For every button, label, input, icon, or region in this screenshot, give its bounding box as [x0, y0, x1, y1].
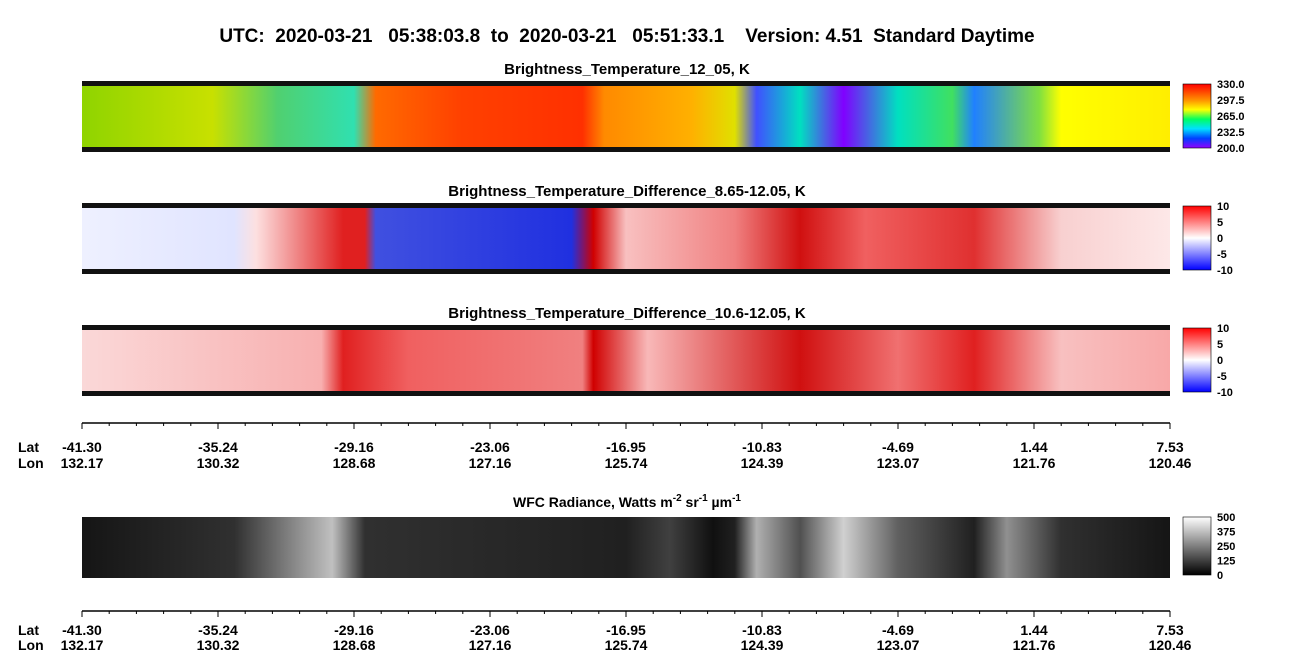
lat-value: -4.69 — [882, 439, 914, 455]
colorbar-label: -5 — [1217, 371, 1227, 383]
colorbar-label: 265.0 — [1217, 111, 1245, 123]
lon-value: 128.68 — [333, 455, 376, 471]
lat-value: 7.53 — [1156, 439, 1183, 455]
strip-border — [82, 81, 1170, 86]
lat-value: -10.83 — [742, 439, 782, 455]
lat-value: -23.06 — [470, 439, 510, 455]
lat-value: -35.24 — [198, 622, 238, 638]
lat-value: -23.06 — [470, 622, 510, 638]
lat-value: 1.44 — [1020, 622, 1047, 638]
lat-value: -35.24 — [198, 439, 238, 455]
lon-value: 123.07 — [877, 637, 920, 653]
lon-value: 130.32 — [197, 455, 240, 471]
colorbar-label: 330.0 — [1217, 79, 1245, 91]
lon-value: 125.74 — [605, 455, 648, 471]
colorbar-label: -5 — [1217, 249, 1227, 261]
lon-value: 121.76 — [1013, 455, 1056, 471]
lat-value: -16.95 — [606, 622, 646, 638]
lon-value: 127.16 — [469, 455, 512, 471]
colorbar-label: 10 — [1217, 323, 1229, 335]
lon-value: 120.46 — [1149, 455, 1192, 471]
lon-value: 120.46 — [1149, 637, 1192, 653]
colorbar-label: 125 — [1217, 556, 1235, 568]
lat-value: -4.69 — [882, 622, 914, 638]
title: UTC: 2020-03-21 05:38:03.8 to 2020-03-21… — [219, 26, 1034, 47]
strip-border — [82, 147, 1170, 152]
lon-value: 132.17 — [61, 455, 104, 471]
lat-label: Lat — [18, 439, 39, 455]
strip-border — [82, 391, 1170, 396]
image-strip — [82, 517, 1170, 578]
strip-border — [82, 269, 1170, 274]
title-part: WFC Radiance, Watts m — [513, 494, 673, 510]
colorbar-label: 232.5 — [1217, 127, 1245, 139]
colorbar-label: 250 — [1217, 541, 1235, 553]
colorbar-label: 0 — [1217, 355, 1223, 367]
colorbar-label: 375 — [1217, 527, 1235, 539]
strip-border — [82, 203, 1170, 208]
title-part: sr — [682, 494, 700, 510]
colorbar-label: -10 — [1217, 265, 1233, 277]
image-strip — [82, 206, 1170, 272]
colorbar-label: 10 — [1217, 201, 1229, 213]
colorbar-label: 297.5 — [1217, 95, 1245, 107]
lat-value: -29.16 — [334, 439, 374, 455]
superscript: -2 — [673, 493, 682, 504]
colorbar-label: 200.0 — [1217, 143, 1245, 155]
lon-value: 125.74 — [605, 637, 648, 653]
title-part: µm — [708, 494, 732, 510]
panel-title: Brightness_Temperature_Difference_10.6-1… — [448, 305, 806, 322]
colorbar-label: -10 — [1217, 387, 1233, 399]
lon-value: 123.07 — [877, 455, 920, 471]
image-strip — [82, 84, 1170, 150]
colorbar-label: 5 — [1217, 339, 1223, 351]
lon-value: 124.39 — [741, 455, 784, 471]
lon-label: Lon — [18, 637, 44, 653]
image-strip — [82, 328, 1170, 394]
panel-title: Brightness_Temperature_Difference_8.65-1… — [448, 183, 806, 200]
colorbar — [1182, 205, 1212, 271]
strip-border — [82, 325, 1170, 330]
lat-value: 1.44 — [1020, 439, 1047, 455]
lat-value: -41.30 — [62, 439, 102, 455]
colorbar — [1182, 327, 1212, 393]
colorbar-label: 0 — [1217, 233, 1223, 245]
lat-value: 7.53 — [1156, 622, 1183, 638]
lat-value: -10.83 — [742, 622, 782, 638]
lon-value: 130.32 — [197, 637, 240, 653]
lon-label: Lon — [18, 455, 44, 471]
colorbar — [1182, 83, 1212, 149]
colorbar-label: 5 — [1217, 217, 1223, 229]
lon-value: 127.16 — [469, 637, 512, 653]
lon-value: 121.76 — [1013, 637, 1056, 653]
lat-value: -29.16 — [334, 622, 374, 638]
lat-label: Lat — [18, 622, 39, 638]
lat-value: -41.30 — [62, 622, 102, 638]
lat-value: -16.95 — [606, 439, 646, 455]
lon-value: 124.39 — [741, 637, 784, 653]
colorbar-label: 500 — [1217, 512, 1235, 524]
lon-value: 132.17 — [61, 637, 104, 653]
lon-value: 128.68 — [333, 637, 376, 653]
panel-title: Brightness_Temperature_12_05, K — [504, 61, 750, 78]
superscript: -1 — [732, 493, 741, 504]
panel-title: WFC Radiance, Watts m-2 sr-1 µm-1 — [513, 493, 741, 510]
superscript: -1 — [699, 493, 708, 504]
colorbar — [1182, 516, 1212, 576]
colorbar-label: 0 — [1217, 570, 1223, 582]
